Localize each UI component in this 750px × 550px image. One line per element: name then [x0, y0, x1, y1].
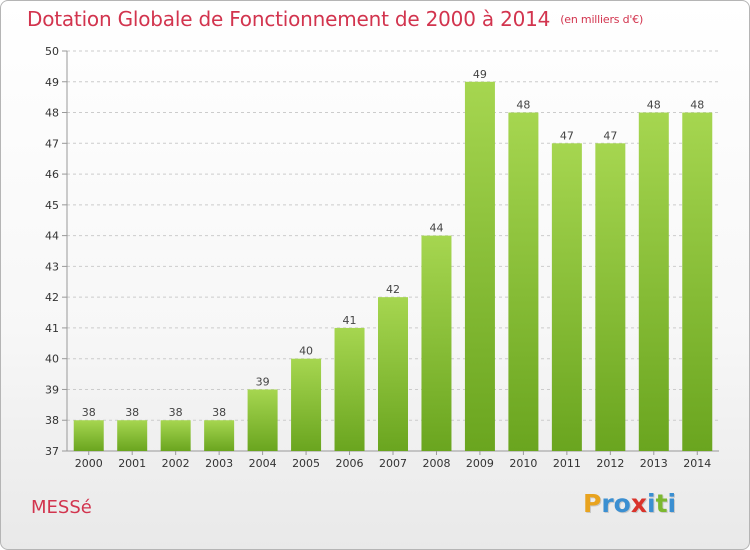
- chart-title: Dotation Globale de Fonctionnement de 20…: [27, 7, 551, 31]
- logo-letter: P: [583, 489, 602, 518]
- data-label: 38: [82, 406, 96, 419]
- chart-title-block: Dotation Globale de Fonctionnement de 20…: [27, 7, 643, 31]
- data-label: 38: [212, 406, 226, 419]
- chart-subtitle: (en milliers d'€): [560, 13, 644, 26]
- x-tick-label: 2006: [336, 457, 364, 470]
- y-tick-label: 48: [45, 107, 59, 120]
- x-tick-label: 2002: [162, 457, 190, 470]
- x-tick-label: 2014: [683, 457, 711, 470]
- x-tick-label: 2012: [596, 457, 624, 470]
- x-tick-label: 2000: [75, 457, 103, 470]
- place-name: MESSé: [31, 497, 92, 518]
- x-tick-label: 2010: [509, 457, 537, 470]
- y-tick-label: 41: [45, 322, 59, 335]
- logo-letter: t: [655, 489, 668, 518]
- bar: [464, 81, 495, 452]
- bar: [638, 112, 669, 452]
- logo-letter: i: [647, 489, 656, 518]
- y-tick-label: 40: [45, 353, 59, 366]
- data-label: 38: [125, 406, 139, 419]
- y-tick-label: 45: [45, 199, 59, 212]
- data-label: 48: [690, 99, 704, 112]
- data-label: 48: [516, 99, 530, 112]
- data-label: 41: [343, 314, 357, 327]
- bar: [508, 112, 539, 452]
- y-tick-label: 44: [45, 230, 59, 243]
- x-tick-label: 2001: [118, 457, 146, 470]
- bar: [682, 112, 713, 452]
- data-label: 48: [647, 99, 661, 112]
- data-label: 38: [169, 406, 183, 419]
- proxiti-logo: Proxiti: [583, 489, 676, 518]
- y-tick-label: 47: [45, 137, 59, 150]
- y-tick-label: 38: [45, 414, 59, 427]
- y-tick-label: 37: [45, 445, 59, 458]
- bar: [160, 420, 191, 451]
- y-tick-label: 50: [45, 45, 59, 58]
- bar: [421, 235, 452, 451]
- y-tick-label: 43: [45, 260, 59, 273]
- data-label: 47: [603, 129, 617, 142]
- data-label: 42: [386, 283, 400, 296]
- bar: [204, 420, 235, 451]
- x-tick-label: 2004: [249, 457, 277, 470]
- bar: [334, 327, 365, 451]
- y-tick-label: 39: [45, 383, 59, 396]
- x-tick-label: 2008: [422, 457, 450, 470]
- x-tick-label: 2011: [553, 457, 581, 470]
- logo-letter: x: [630, 489, 647, 518]
- logo-letter: r: [601, 489, 614, 518]
- y-tick-label: 46: [45, 168, 59, 181]
- data-label: 44: [429, 222, 443, 235]
- y-tick-label: 49: [45, 76, 59, 89]
- x-tick-label: 2005: [292, 457, 320, 470]
- bar: [551, 143, 582, 452]
- bar: [595, 143, 626, 452]
- x-tick-label: 2003: [205, 457, 233, 470]
- x-tick-label: 2013: [640, 457, 668, 470]
- y-tick-label: 42: [45, 291, 59, 304]
- data-label: 40: [299, 345, 313, 358]
- bar: [117, 420, 148, 451]
- data-label: 49: [473, 68, 487, 81]
- logo-letter: o: [613, 489, 631, 518]
- x-tick-label: 2009: [466, 457, 494, 470]
- bar: [378, 297, 408, 451]
- data-label: 47: [560, 129, 574, 142]
- bar: [73, 420, 104, 451]
- data-label: 39: [256, 375, 270, 388]
- bar: [291, 358, 322, 451]
- x-tick-label: 2007: [379, 457, 407, 470]
- logo-letter: i: [667, 489, 677, 518]
- bar: [247, 389, 278, 451]
